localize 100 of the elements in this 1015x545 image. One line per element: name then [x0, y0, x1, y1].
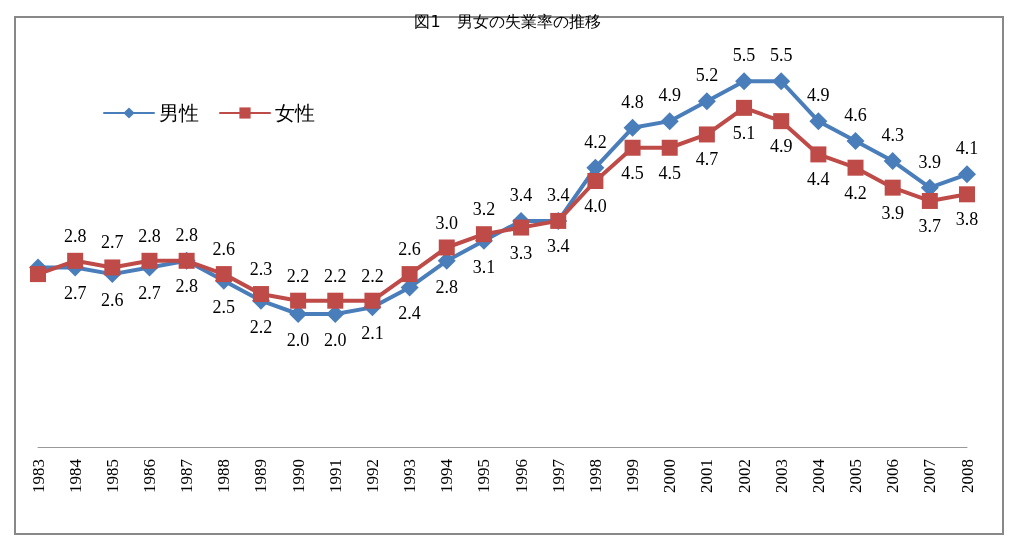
- point: [624, 139, 641, 156]
- chart-title: 図1 男女の失業率の推移: [414, 11, 601, 31]
- point: [30, 266, 46, 283]
- data-label: 2.2: [286, 265, 310, 286]
- data-label: 4.9: [807, 85, 830, 106]
- data-label: 4.6: [844, 105, 867, 126]
- point: [67, 252, 84, 269]
- point: [884, 179, 901, 196]
- data-label: 3.4: [546, 235, 570, 256]
- x-tick-label: 1984: [65, 458, 85, 493]
- point: [810, 146, 827, 163]
- x-tick-label: 1983: [28, 459, 48, 493]
- point: [141, 252, 158, 269]
- point: [438, 239, 455, 256]
- data-label: 4.9: [769, 136, 793, 157]
- x-tick-label: 2008: [957, 459, 977, 493]
- data-label: 2.7: [138, 283, 161, 304]
- data-label: 3.2: [472, 199, 496, 220]
- data-label: 2.3: [249, 259, 273, 280]
- point: [809, 112, 828, 131]
- point: [364, 292, 381, 309]
- data-label: 2.6: [101, 290, 124, 311]
- point: [735, 72, 754, 91]
- point: [697, 92, 716, 111]
- data-label: 4.1: [955, 138, 979, 159]
- point: [847, 159, 864, 176]
- point: [958, 165, 976, 184]
- data-label: 5.5: [769, 45, 793, 66]
- x-tick-label: 2002: [734, 459, 754, 493]
- point: [623, 118, 642, 137]
- data-label: 2.8: [63, 225, 87, 246]
- x-tick-label: 1998: [585, 459, 605, 493]
- data-label: 5.1: [732, 122, 756, 143]
- x-tick-label: 1999: [623, 459, 643, 493]
- x-tick-label: 2005: [846, 459, 866, 493]
- data-label: 2.5: [212, 296, 236, 317]
- data-label: 2.8: [138, 225, 161, 246]
- point: [772, 72, 791, 91]
- point: [660, 112, 679, 131]
- data-label: 4.2: [584, 131, 607, 152]
- x-tick-label: 1989: [251, 459, 271, 493]
- x-tick-label: 1992: [362, 459, 382, 493]
- data-label: 4.5: [658, 162, 681, 183]
- point: [104, 259, 121, 276]
- data-label: 3.8: [955, 209, 979, 230]
- data-label: 2.8: [175, 224, 198, 245]
- x-tick-label: 2003: [771, 459, 791, 493]
- point: [475, 226, 492, 243]
- data-label: 3.7: [918, 215, 942, 236]
- data-label: 4.0: [584, 196, 607, 216]
- data-label: 2.7: [63, 283, 87, 304]
- data-label: 3.0: [435, 212, 459, 233]
- legend-label: 男性: [159, 101, 199, 125]
- data-label: 2.6: [398, 239, 421, 260]
- data-label: 2.1: [361, 323, 384, 344]
- legend-label: 女性: [275, 101, 315, 125]
- data-label: 5.2: [695, 65, 719, 86]
- x-tick-label: 2007: [920, 458, 940, 493]
- x-tick-label: 1995: [474, 459, 494, 493]
- point: [252, 286, 269, 303]
- point: [215, 266, 232, 283]
- data-label: 5.5: [732, 45, 756, 66]
- data-label: 2.0: [324, 330, 347, 350]
- data-label: 2.8: [435, 276, 459, 297]
- data-label: 3.9: [918, 151, 942, 172]
- x-tick-label: 1993: [400, 459, 420, 493]
- data-label: 2.4: [398, 303, 421, 324]
- point: [773, 113, 790, 130]
- data-label: 4.8: [621, 91, 644, 112]
- point: [959, 186, 975, 203]
- point: [401, 266, 418, 283]
- x-tick-label: 1988: [214, 459, 234, 493]
- x-tick-label: 1991: [325, 459, 345, 493]
- data-label: 3.4: [546, 184, 570, 205]
- point: [736, 99, 753, 116]
- point: [327, 292, 344, 309]
- x-tick-label: 1986: [139, 459, 159, 493]
- x-tick-label: 2000: [660, 459, 680, 493]
- data-label: 4.5: [621, 162, 644, 183]
- data-label: 2.0: [286, 330, 310, 350]
- x-tick-label: 1985: [102, 459, 122, 493]
- x-tick-label: 2004: [808, 458, 828, 493]
- data-label: 2.8: [175, 275, 198, 296]
- point: [698, 126, 715, 143]
- x-tick-label: 1994: [437, 458, 457, 493]
- point: [661, 139, 678, 156]
- data-label: 4.7: [695, 149, 719, 170]
- point: [587, 173, 604, 189]
- point: [513, 219, 530, 236]
- data-label: 3.3: [509, 242, 533, 263]
- data-label: 2.2: [324, 265, 347, 286]
- data-label: 4.9: [658, 85, 681, 106]
- data-label: 2.7: [101, 232, 124, 253]
- x-tick-label: 2006: [883, 459, 903, 493]
- x-tick-label: 2001: [697, 459, 717, 493]
- data-label: 3.4: [509, 184, 533, 205]
- x-tick-label: 1997: [548, 458, 568, 493]
- data-label: 2.2: [249, 316, 273, 337]
- data-label: 2.2: [361, 265, 384, 286]
- data-label: 2.6: [212, 239, 236, 260]
